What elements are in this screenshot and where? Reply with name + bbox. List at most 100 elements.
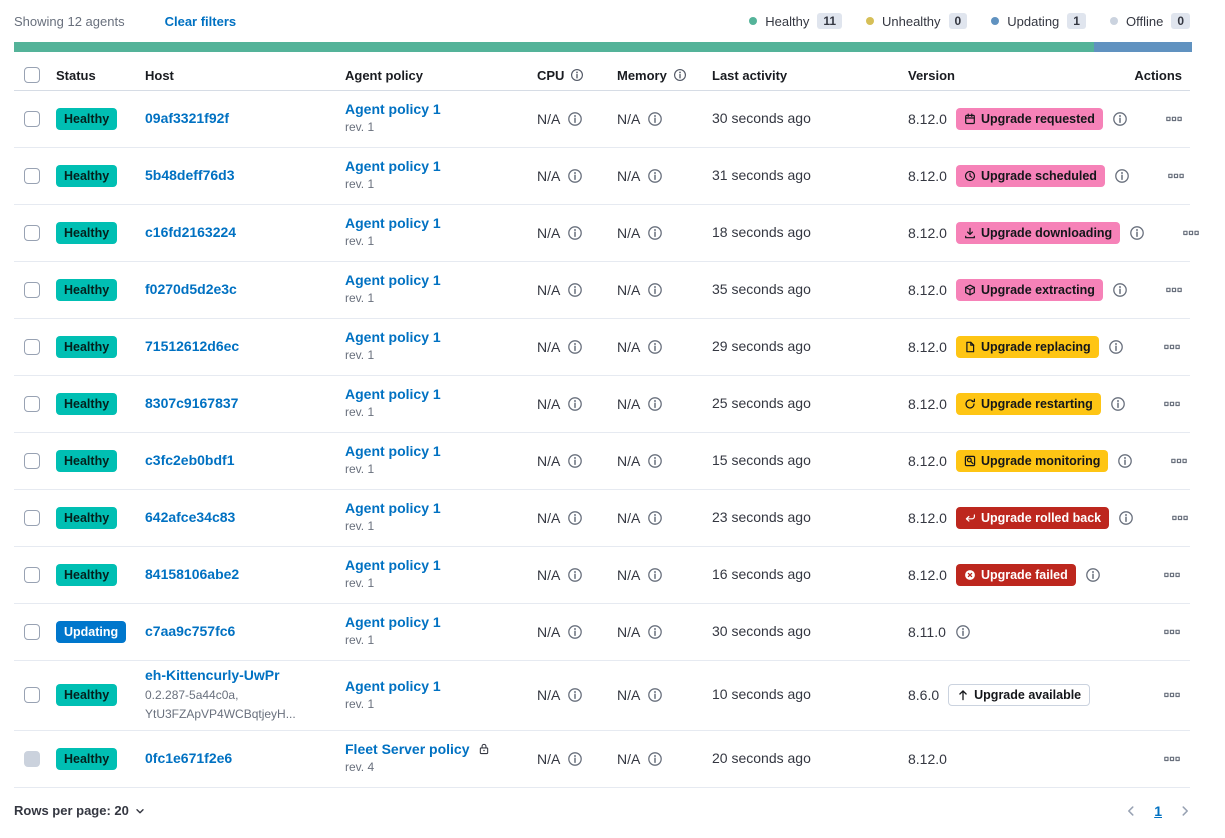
legend-item-updating[interactable]: Updating 1 [991,13,1086,29]
info-icon[interactable] [1114,168,1130,184]
info-icon[interactable] [1112,282,1128,298]
info-icon[interactable] [647,396,663,412]
info-icon[interactable] [647,339,663,355]
actions-button[interactable] [1164,339,1180,355]
host-link[interactable]: c16fd2163224 [145,224,237,240]
row-checkbox[interactable] [24,567,40,583]
actions-button[interactable] [1164,751,1180,767]
row-checkbox[interactable] [24,396,40,412]
info-icon[interactable] [1129,225,1145,241]
info-icon[interactable] [1085,567,1101,583]
agent-policy-link[interactable]: Agent policy 1 [345,557,441,574]
host-link[interactable]: c7aa9c757fc6 [145,623,236,639]
actions-button[interactable] [1168,168,1184,184]
info-icon[interactable] [647,168,663,184]
status-dot-icon [749,17,758,25]
info-icon[interactable] [647,225,663,241]
host-link[interactable]: eh-Kittencurly-UwPr [145,667,280,683]
info-icon[interactable] [1117,453,1133,469]
legend-label: Updating [1007,13,1060,29]
host-link[interactable]: 5b48deff76d3 [145,167,235,183]
version-cell: 8.12.0 Upgrade replacing [908,336,1126,358]
agent-policy-link[interactable]: Agent policy 1 [345,677,441,694]
info-icon[interactable] [647,624,663,640]
row-checkbox[interactable] [24,339,40,355]
host-link[interactable]: 71512612d6ec [145,338,240,354]
row-checkbox[interactable] [24,687,40,704]
info-icon[interactable] [955,624,971,640]
actions-button[interactable] [1166,111,1182,127]
row-checkbox[interactable] [24,168,40,184]
info-icon[interactable] [673,68,687,82]
clear-filters-link[interactable]: Clear filters [164,13,237,29]
info-icon[interactable] [647,751,663,767]
host-link[interactable]: 642afce34c83 [145,509,236,525]
agent-policy-link[interactable]: Agent policy 1 [345,614,441,631]
host-link[interactable]: 09af3321f92f [145,110,230,126]
info-icon[interactable] [567,687,583,703]
info-icon[interactable] [1118,510,1134,526]
info-icon[interactable] [567,751,583,767]
info-icon[interactable] [567,453,583,469]
info-icon[interactable] [567,282,583,298]
agent-policy-link[interactable]: Agent policy 1 [345,329,441,346]
info-icon[interactable] [567,168,583,184]
actions-button[interactable] [1171,453,1188,469]
table-footer: Rows per page: 20 1 [0,788,1225,834]
actions-button[interactable] [1164,687,1180,703]
row-checkbox[interactable] [24,453,40,469]
actions-cell [1128,111,1192,127]
actions-button[interactable] [1164,396,1180,412]
row-checkbox[interactable] [24,111,40,127]
legend-item-unhealthy[interactable]: Unhealthy 0 [866,13,968,29]
info-icon[interactable] [567,111,583,127]
row-checkbox[interactable] [24,624,40,640]
agent-policy-link[interactable]: Agent policy 1 [345,215,441,232]
host-link[interactable]: f0270d5d2e3c [145,281,237,297]
info-icon[interactable] [567,396,583,412]
table-row: Healthy 09af3321f92f Agent policy 1 rev. 1 N… [14,91,1190,148]
host-link[interactable]: 0fc1e671f2e6 [145,749,233,766]
version-value: 8.12.0 [908,510,947,526]
agent-policy-link[interactable]: Agent policy 1 [345,272,441,289]
info-icon[interactable] [647,111,663,127]
actions-button[interactable] [1164,624,1180,640]
agent-policy-link[interactable]: Agent policy 1 [345,101,441,118]
actions-button[interactable] [1172,510,1188,526]
actions-button[interactable] [1164,567,1180,583]
legend-item-offline[interactable]: Offline 0 [1109,13,1190,29]
row-checkbox[interactable] [24,225,40,241]
agent-policy-link[interactable]: Agent policy 1 [345,386,441,403]
agent-policy-link[interactable]: Agent policy 1 [345,158,441,175]
rows-per-page-button[interactable]: Rows per page: 20 [14,803,146,818]
info-icon[interactable] [567,510,583,526]
row-checkbox[interactable] [24,510,40,526]
host-link[interactable]: c3fc2eb0bdf1 [145,452,235,468]
chevron-left-icon[interactable] [1124,804,1138,818]
page-number-1[interactable]: 1 [1154,802,1162,819]
info-icon[interactable] [567,339,583,355]
info-icon[interactable] [647,282,663,298]
agent-policy-link[interactable]: Agent policy 1 [345,443,441,460]
actions-button[interactable] [1166,282,1182,298]
info-icon[interactable] [567,567,583,583]
agent-policy-link[interactable]: Fleet Server policy [345,741,470,758]
host-link[interactable]: 84158106abe2 [145,566,240,582]
info-icon[interactable] [1108,339,1124,355]
row-checkbox[interactable] [24,282,40,298]
agent-policy-link[interactable]: Agent policy 1 [345,500,441,517]
info-icon[interactable] [647,510,663,526]
info-icon[interactable] [567,225,583,241]
chevron-right-icon[interactable] [1178,804,1192,818]
info-icon[interactable] [567,624,583,640]
select-all-checkbox[interactable] [24,67,40,83]
info-icon[interactable] [1112,111,1128,127]
host-link[interactable]: 8307c9167837 [145,395,239,411]
actions-button[interactable] [1183,225,1199,241]
info-icon[interactable] [647,567,663,583]
info-icon[interactable] [647,453,663,469]
info-icon[interactable] [647,687,663,703]
info-icon[interactable] [570,68,584,82]
legend-item-healthy[interactable]: Healthy 11 [749,13,842,29]
info-icon[interactable] [1110,396,1126,412]
